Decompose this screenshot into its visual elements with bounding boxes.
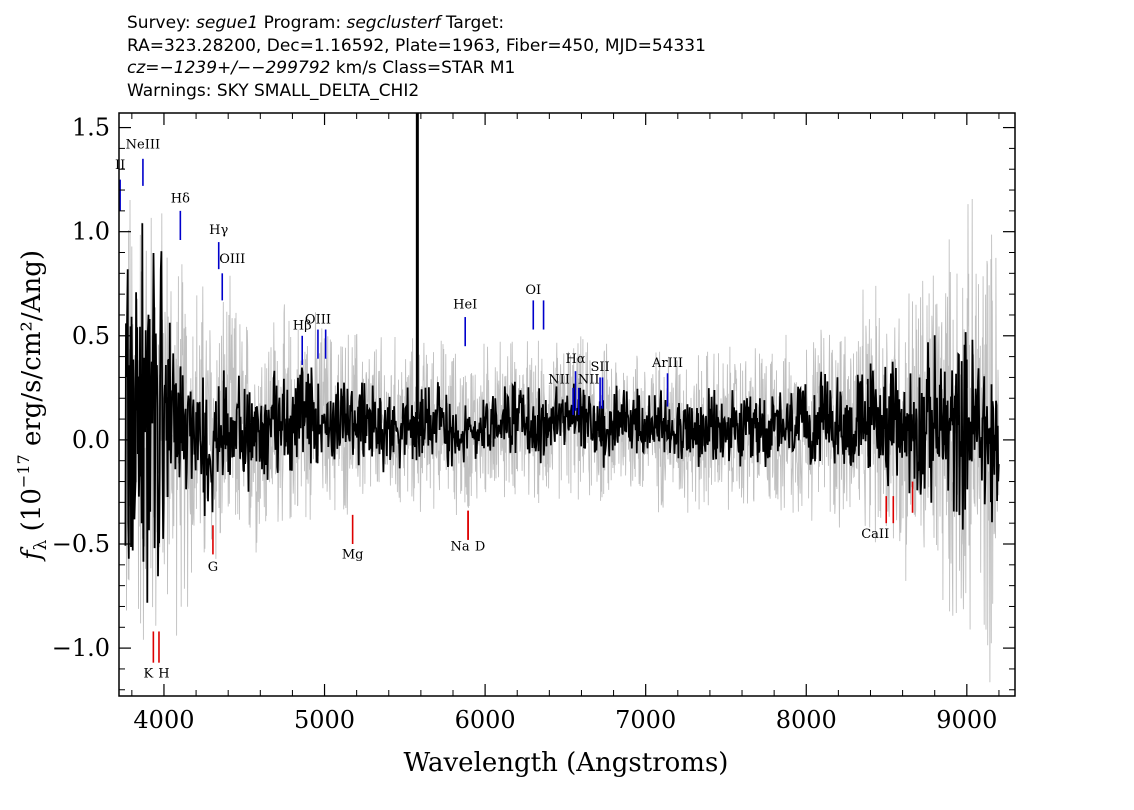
emission-line-label: SII [590, 360, 609, 375]
tick-labels: 4000 5000 6000 7000 8000 9000 −1.0 −0.5 0.0 0.5 1.… [52, 114, 998, 734]
tick-marks [119, 113, 1015, 696]
x-tick-label: 5000 [294, 706, 355, 734]
x-tick-label: 7000 [615, 706, 676, 734]
emission-line-label: OIII [219, 252, 245, 267]
absorption-line-label: CaII [861, 527, 889, 542]
header-line-coordinates: RA=323.28200, Dec=1.16592, Plate=1963, F… [127, 35, 706, 56]
y-axis-title: fλ (10−17 erg/s/cm²/Ang) [14, 250, 51, 562]
absorption-line-label: D [475, 539, 485, 554]
x-tick-label: 8000 [776, 706, 837, 734]
absorption-line-label: Na [451, 539, 470, 554]
y-tick-label: 0.5 [72, 322, 110, 350]
x-tick-label: 6000 [455, 706, 516, 734]
cz-value: cz=−1239+/−−299792 [127, 58, 331, 78]
program-label: Program: [263, 13, 342, 33]
emission-line-label: II [115, 158, 125, 173]
emission-line-label: Hβ [293, 319, 312, 334]
header-line-survey: Survey: segue1 Program: segclusterf Targ… [127, 12, 706, 35]
survey-label: Survey: [127, 13, 191, 33]
y-tick-label: 1.0 [72, 218, 110, 246]
absorption-line-label: H [158, 666, 169, 681]
header-line-warnings: Warnings: SKY SMALL_DELTA_CHI2 [127, 80, 420, 101]
emission-line-label: OIII [305, 312, 331, 327]
emission-line-label: HeI [453, 298, 477, 313]
emission-line-label: Hδ [171, 192, 190, 207]
x-tick-label: 9000 [936, 706, 997, 734]
y-tick-label: −0.5 [52, 530, 110, 558]
class-value: km/s Class=STAR M1 [335, 58, 516, 78]
emission-line-label: Hγ [209, 223, 228, 238]
spectrum-header: Survey: segue1 Program: segclusterf Targ… [127, 12, 706, 102]
absorption-line-label: G [208, 560, 218, 575]
y-tick-label: −1.0 [52, 634, 110, 662]
emission-line-label: Hα [565, 352, 585, 367]
program-value: segclusterf [346, 13, 441, 33]
plot-frame [118, 112, 1016, 697]
emission-line-label: NII [578, 373, 600, 388]
axes [118, 112, 1016, 697]
x-axis-title: Wavelength (Angstroms) [404, 748, 729, 778]
flux-series-line [124, 223, 1000, 603]
absorption-line-label: Mg [342, 548, 364, 563]
emission-line-label: NeIII [126, 137, 160, 152]
emission-line-label: NII [548, 373, 570, 388]
absorption-line-label: K [144, 666, 154, 681]
emission-line-label: OI [525, 283, 541, 298]
emission-line-label: ArIII [651, 356, 683, 371]
y-tick-label: 0.0 [72, 426, 110, 454]
y-tick-label: 1.5 [72, 114, 110, 142]
survey-value: segue1 [196, 13, 259, 33]
header-line-redshift: cz=−1239+/−−299792 km/s Class=STAR M1 [127, 57, 706, 80]
target-label: Target: [445, 13, 505, 33]
error-series-line [124, 198, 1000, 683]
x-tick-label: 4000 [133, 706, 194, 734]
